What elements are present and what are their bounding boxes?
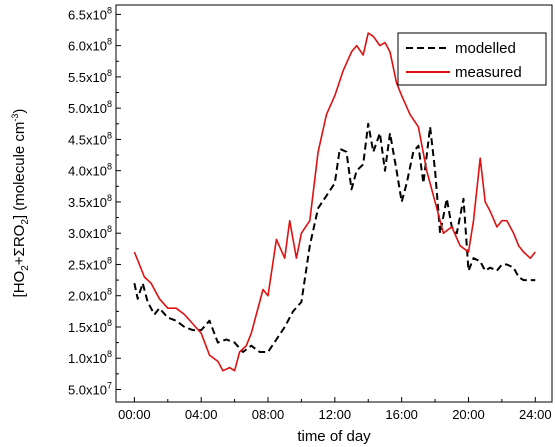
y-tick-label: 4.0x108: [68, 162, 112, 179]
y-tick-label: 1.5x108: [68, 318, 112, 335]
y-tick-label: 3.0x108: [68, 224, 112, 241]
x-tick-label: 20:00: [452, 407, 485, 422]
x-axis: 00:00 04:00 08:00 12:00 16:00 20:00 24:00: [118, 397, 552, 422]
plot-frame: [115, 4, 553, 403]
y-tick-label: 6.5x108: [68, 5, 112, 22]
y-axis: 5.0x107 1.0x108 1.5x108 2.0x108 2.5x108 3.0x1…: [68, 5, 121, 397]
y-tick-label: 5.0x108: [68, 99, 112, 116]
y-axis-title: [HO2+ΣRO2] (molecule cm-3): [10, 109, 31, 298]
y-tick-label: 2.5x108: [68, 255, 112, 272]
x-tick-label: 24:00: [519, 407, 552, 422]
series-line-measured: [133, 32, 536, 372]
y-tick-label: 4.5x108: [68, 130, 112, 147]
x-tick-label: 16:00: [385, 407, 418, 422]
y-tick-label: 5.0x107: [68, 380, 112, 397]
series-layer: [133, 32, 536, 372]
x-tick-label: 08:00: [252, 407, 285, 422]
legend-label-measured: measured: [455, 64, 522, 81]
y-tick-label: 2.0x108: [68, 287, 112, 304]
legend-label-modelled: modelled: [455, 40, 516, 57]
x-tick-label: 04:00: [185, 407, 218, 422]
x-tick-label: 12:00: [319, 407, 352, 422]
legend: modelled measured: [397, 32, 547, 86]
legend-box: [397, 32, 547, 86]
y-tick-label: 6.0x108: [68, 37, 112, 54]
x-axis-title: time of day: [297, 428, 371, 445]
y-tick-label: 1.0x108: [68, 349, 112, 366]
series-line-modelled: [133, 122, 536, 353]
y-tick-label: 3.5x108: [68, 193, 112, 210]
y-tick-label: 5.5x108: [68, 68, 112, 85]
x-tick-label: 00:00: [118, 407, 151, 422]
